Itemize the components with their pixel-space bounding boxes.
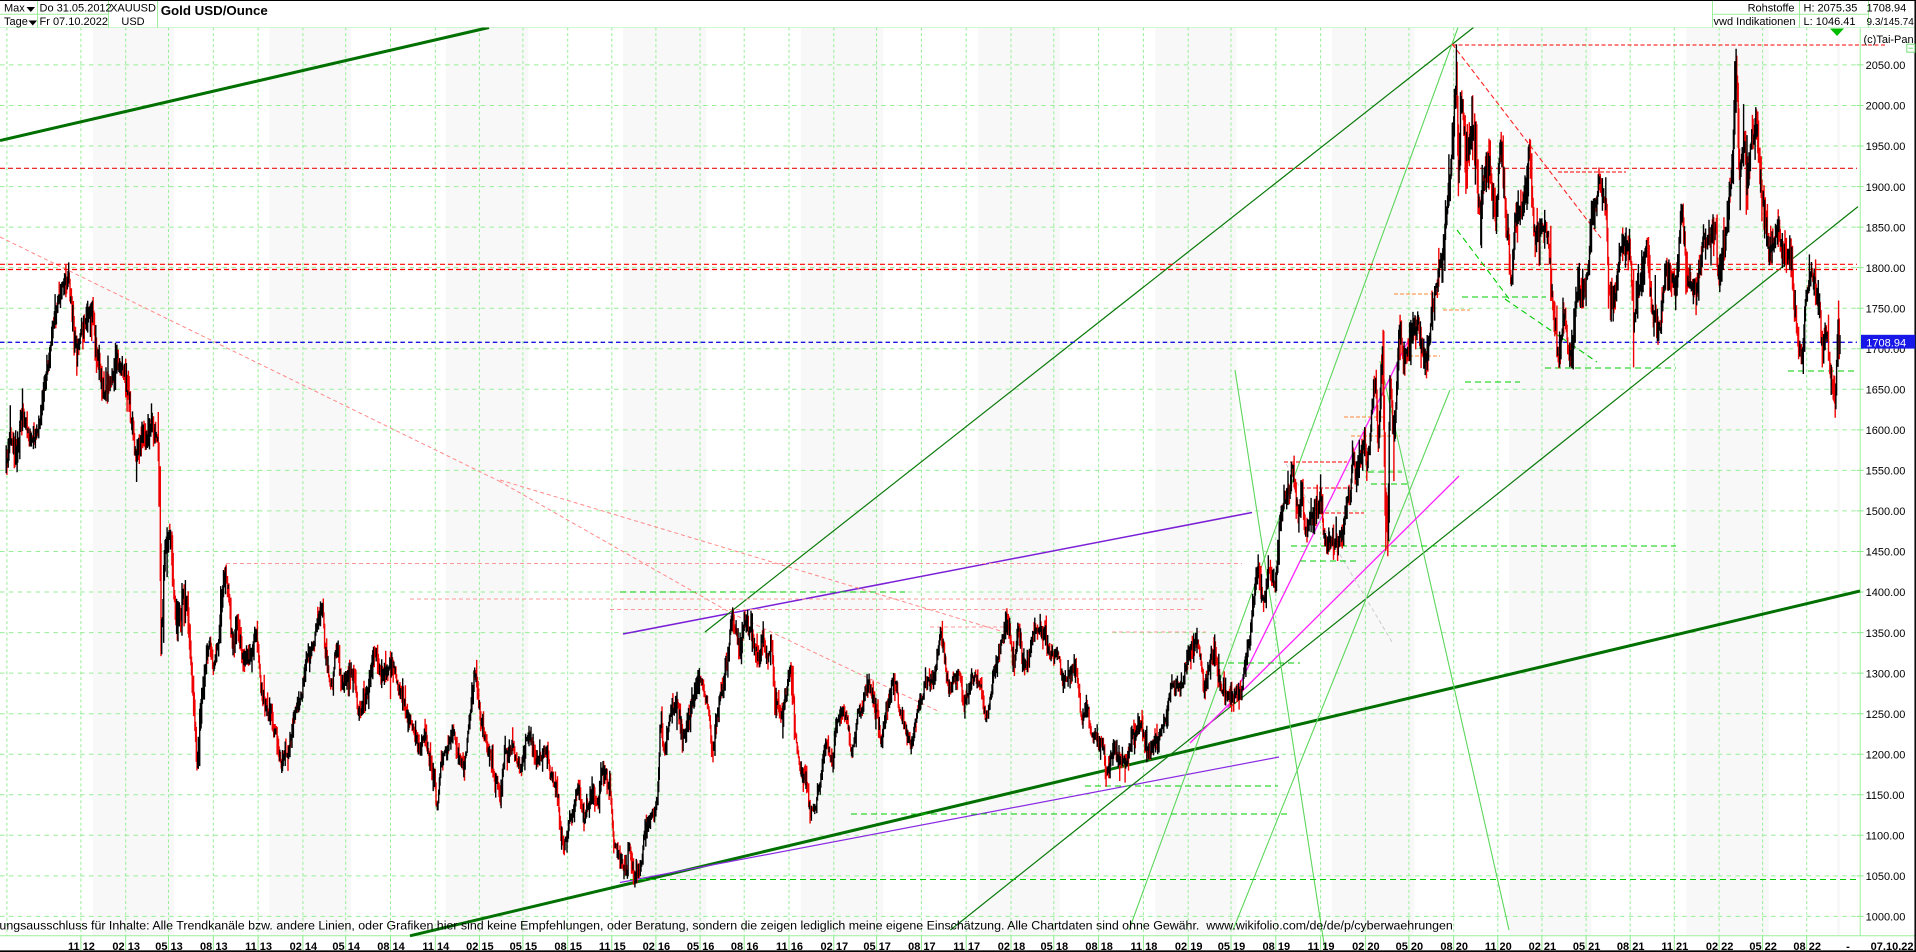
svg-text:1150.00: 1150.00 [1866,790,1905,802]
svg-text:08 22: 08 22 [1793,941,1821,952]
svg-text:11 19: 11 19 [1308,941,1335,952]
svg-text:02 13: 02 13 [112,941,140,952]
svg-text:08 21: 08 21 [1617,941,1645,952]
svg-text:1850.00: 1850.00 [1866,222,1906,234]
svg-text:02 22: 02 22 [1706,941,1734,952]
svg-text:Rohstoffe: Rohstoffe [1748,3,1795,15]
svg-text:02 16: 02 16 [643,941,671,952]
svg-text:02 14: 02 14 [290,941,318,952]
svg-text:1300.00: 1300.00 [1866,668,1906,680]
svg-text:1000.00: 1000.00 [1866,912,1906,924]
svg-text:1400.00: 1400.00 [1866,587,1906,599]
svg-text:02 21: 02 21 [1529,941,1557,952]
svg-text:08 13: 08 13 [200,941,228,952]
svg-text:05 22: 05 22 [1749,941,1777,952]
svg-text:02 19: 02 19 [1175,941,1203,952]
svg-text:1900.00: 1900.00 [1866,182,1906,194]
svg-text:9.3/145.74: 9.3/145.74 [1867,17,1915,28]
svg-text:1550.00: 1550.00 [1866,466,1906,478]
svg-text:11 14: 11 14 [422,941,450,952]
svg-text:11 12: 11 12 [68,941,95,952]
svg-text:11 20: 11 20 [1485,941,1512,952]
svg-text:1750.00: 1750.00 [1866,303,1906,315]
svg-text:11 17: 11 17 [953,941,980,952]
svg-text:08 19: 08 19 [1263,941,1291,952]
svg-text:Gold USD/Ounce: Gold USD/Ounce [161,3,268,18]
svg-text:07.10.22: 07.10.22 [1871,941,1914,952]
svg-text:L: 1046.41: L: 1046.41 [1804,16,1856,28]
svg-text:05 13: 05 13 [155,941,183,952]
svg-text:05 18: 05 18 [1041,941,1069,952]
svg-text:2000.00: 2000.00 [1866,101,1906,113]
svg-text:1350.00: 1350.00 [1866,628,1906,640]
svg-text:05 14: 05 14 [332,941,360,952]
svg-text:Fr 07.10.2022: Fr 07.10.2022 [40,16,109,28]
svg-text:Haftungsausschluss für Inhalte: Haftungsausschluss für Inhalte: Alle Tre… [0,919,1453,933]
svg-text:Do 31.05.2012: Do 31.05.2012 [40,3,112,15]
svg-text:05 20: 05 20 [1396,941,1424,952]
svg-text:05 16: 05 16 [687,941,715,952]
svg-text:11 21: 11 21 [1661,941,1688,952]
svg-text:XAUUSD: XAUUSD [110,3,156,15]
svg-text:02 15: 02 15 [466,941,494,952]
svg-text:05 21: 05 21 [1573,941,1601,952]
svg-text:vwd Indikationen: vwd Indikationen [1714,16,1796,28]
svg-text:08 14: 08 14 [377,941,405,952]
svg-text:1450.00: 1450.00 [1866,547,1906,559]
svg-text:1950.00: 1950.00 [1866,141,1906,153]
svg-text:08 15: 08 15 [554,941,582,952]
svg-text:USD: USD [121,16,144,28]
svg-text:1650.00: 1650.00 [1866,385,1906,397]
svg-text:Max: Max [4,3,25,15]
svg-text:1500.00: 1500.00 [1866,506,1906,518]
svg-text:2050.00: 2050.00 [1866,60,1906,72]
svg-text:05 19: 05 19 [1218,941,1246,952]
svg-text:1708.94: 1708.94 [1866,338,1906,350]
svg-text:H: 2075.35: H: 2075.35 [1804,3,1858,15]
svg-text:02 18: 02 18 [998,941,1026,952]
svg-text:11 18: 11 18 [1130,941,1157,952]
svg-text:1250.00: 1250.00 [1866,709,1906,721]
svg-text:(c)Tai-Pan: (c)Tai-Pan [1864,34,1914,46]
svg-text:11 13: 11 13 [245,941,272,952]
svg-text:11 16: 11 16 [776,941,803,952]
svg-text:08 20: 08 20 [1440,941,1468,952]
svg-text:05 17: 05 17 [863,941,891,952]
svg-text:1100.00: 1100.00 [1866,831,1905,843]
svg-text:1708.94: 1708.94 [1867,3,1907,15]
svg-text:05 15: 05 15 [510,941,538,952]
svg-text:08 18: 08 18 [1085,941,1113,952]
svg-text:02 20: 02 20 [1352,941,1380,952]
svg-text:11 15: 11 15 [599,941,626,952]
svg-text:1050.00: 1050.00 [1866,871,1906,883]
svg-text:1200.00: 1200.00 [1866,749,1906,761]
svg-text:08 17: 08 17 [908,941,936,952]
svg-text:-: - [1846,941,1850,952]
svg-text:02 17: 02 17 [821,941,849,952]
svg-text:1800.00: 1800.00 [1866,263,1906,275]
svg-text:08 16: 08 16 [731,941,759,952]
svg-text:Tage: Tage [4,16,28,28]
svg-text:1600.00: 1600.00 [1866,425,1906,437]
